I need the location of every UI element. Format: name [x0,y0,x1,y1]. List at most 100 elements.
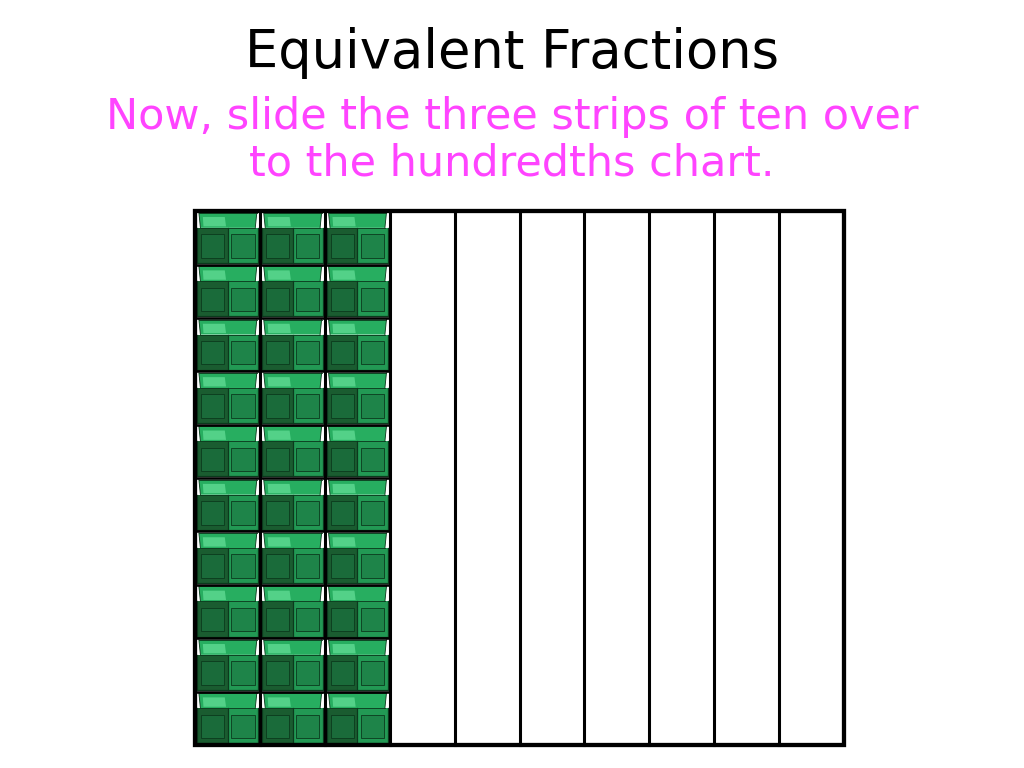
Polygon shape [333,697,355,707]
Polygon shape [266,448,289,472]
Polygon shape [331,714,354,738]
Polygon shape [228,708,258,743]
Polygon shape [329,480,386,495]
Polygon shape [228,548,258,583]
Polygon shape [228,655,258,690]
Polygon shape [231,554,255,578]
Polygon shape [329,319,386,335]
Polygon shape [266,287,289,311]
Polygon shape [264,694,322,708]
Polygon shape [296,661,319,685]
Polygon shape [199,373,257,388]
Polygon shape [266,661,289,685]
Polygon shape [331,394,354,418]
Polygon shape [201,394,224,418]
Polygon shape [201,714,224,738]
Polygon shape [199,640,257,655]
Polygon shape [331,287,354,311]
Polygon shape [262,548,293,583]
Polygon shape [228,228,258,263]
Polygon shape [296,501,319,525]
Bar [196,211,844,745]
Polygon shape [293,601,324,637]
Polygon shape [327,495,357,530]
Polygon shape [296,448,319,472]
Polygon shape [331,607,354,631]
Polygon shape [333,217,355,227]
Polygon shape [264,587,322,601]
Polygon shape [267,697,291,707]
Polygon shape [293,442,324,476]
Polygon shape [201,448,224,472]
Polygon shape [231,448,255,472]
Polygon shape [331,341,354,365]
Polygon shape [266,554,289,578]
Polygon shape [329,426,386,442]
Polygon shape [267,538,291,547]
Polygon shape [228,335,258,369]
Polygon shape [267,644,291,654]
Polygon shape [357,548,388,583]
Polygon shape [203,270,226,280]
Polygon shape [228,495,258,530]
Polygon shape [262,228,293,263]
Polygon shape [329,640,386,655]
Polygon shape [198,281,228,316]
Polygon shape [296,394,319,418]
Polygon shape [293,708,324,743]
Polygon shape [198,335,228,369]
Polygon shape [329,213,386,228]
Polygon shape [296,554,319,578]
Polygon shape [198,655,228,690]
Polygon shape [203,644,226,654]
Polygon shape [333,377,355,386]
Polygon shape [228,442,258,476]
Polygon shape [198,442,228,476]
Polygon shape [327,335,357,369]
Polygon shape [296,234,319,258]
Polygon shape [203,538,226,547]
Polygon shape [357,442,388,476]
Polygon shape [267,484,291,493]
Polygon shape [267,324,291,333]
Polygon shape [267,270,291,280]
Polygon shape [262,655,293,690]
Polygon shape [228,281,258,316]
Polygon shape [231,714,255,738]
Text: Now, slide the three strips of ten over: Now, slide the three strips of ten over [105,96,919,138]
Polygon shape [327,442,357,476]
Polygon shape [199,266,257,281]
Text: Equivalent Fractions: Equivalent Fractions [245,27,779,79]
Polygon shape [357,495,388,530]
Polygon shape [264,480,322,495]
Polygon shape [361,607,384,631]
Polygon shape [203,377,226,386]
Polygon shape [361,501,384,525]
Polygon shape [201,607,224,631]
Polygon shape [357,655,388,690]
Polygon shape [201,661,224,685]
Polygon shape [262,495,293,530]
Polygon shape [198,708,228,743]
Polygon shape [327,281,357,316]
Polygon shape [361,714,384,738]
Polygon shape [262,388,293,423]
Text: to the hundredths chart.: to the hundredths chart. [249,142,775,184]
Polygon shape [293,388,324,423]
Polygon shape [267,377,291,386]
Polygon shape [231,501,255,525]
Polygon shape [201,234,224,258]
Polygon shape [329,694,386,708]
Polygon shape [333,484,355,493]
Polygon shape [329,373,386,388]
Polygon shape [267,431,291,440]
Polygon shape [201,341,224,365]
Polygon shape [262,442,293,476]
Polygon shape [262,708,293,743]
Polygon shape [264,266,322,281]
Polygon shape [199,533,257,548]
Polygon shape [264,426,322,442]
Polygon shape [357,228,388,263]
Polygon shape [198,548,228,583]
Polygon shape [231,287,255,311]
